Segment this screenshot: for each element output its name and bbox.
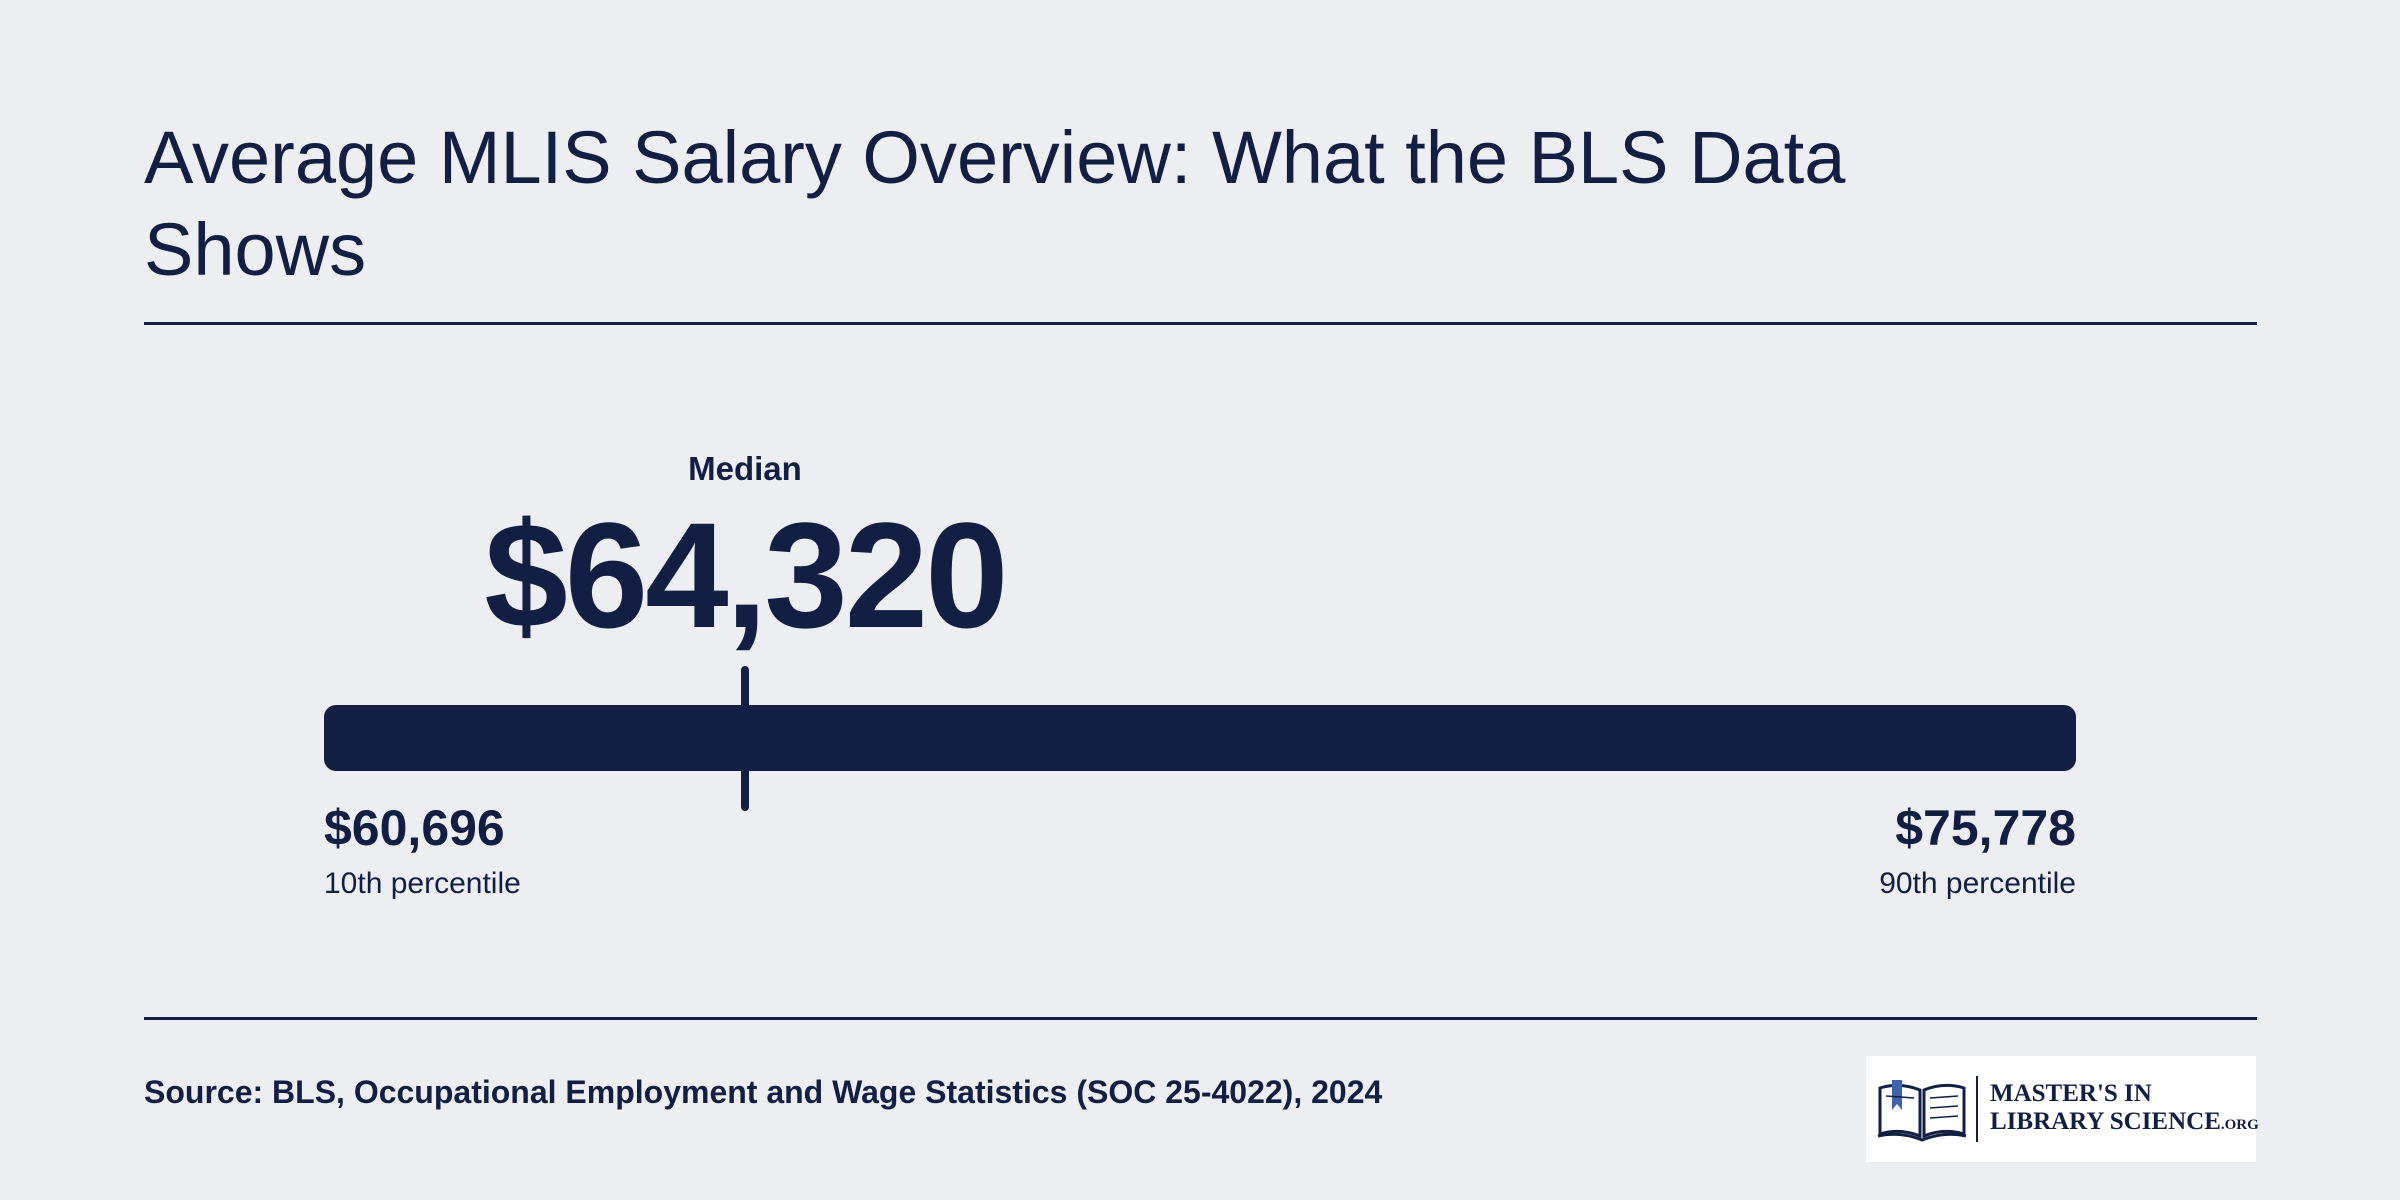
median-marker [740, 666, 749, 811]
logo-text-main: LIBRARY SCIENCE [1990, 1108, 2221, 1135]
salary-range-bar [324, 705, 2076, 771]
source-note: Source: BLS, Occupational Employment and… [144, 1074, 1383, 1110]
open-book-icon [1877, 1080, 1967, 1142]
median-label: Median [688, 450, 802, 487]
logo-text-line2: LIBRARY SCIENCE.ORG [1990, 1108, 2259, 1139]
high-percentile-label: 90th percentile [1879, 867, 2076, 900]
high-percentile-value: $75,778 [1895, 800, 2076, 856]
footer-divider [144, 1017, 2257, 1020]
logo-text-line1: MASTER'S IN [1990, 1080, 2152, 1107]
logo-divider [1976, 1076, 1978, 1142]
logo-text-suffix: .ORG [2220, 1117, 2259, 1133]
low-percentile-label: 10th percentile [324, 867, 521, 900]
title-divider [144, 322, 2257, 325]
median-value: $64,320 [484, 491, 1008, 659]
site-logo: MASTER'S IN LIBRARY SCIENCE.ORG [1866, 1056, 2259, 1162]
low-percentile-value: $60,696 [324, 800, 505, 856]
page-title: Average MLIS Salary Overview: What the B… [144, 116, 1846, 291]
